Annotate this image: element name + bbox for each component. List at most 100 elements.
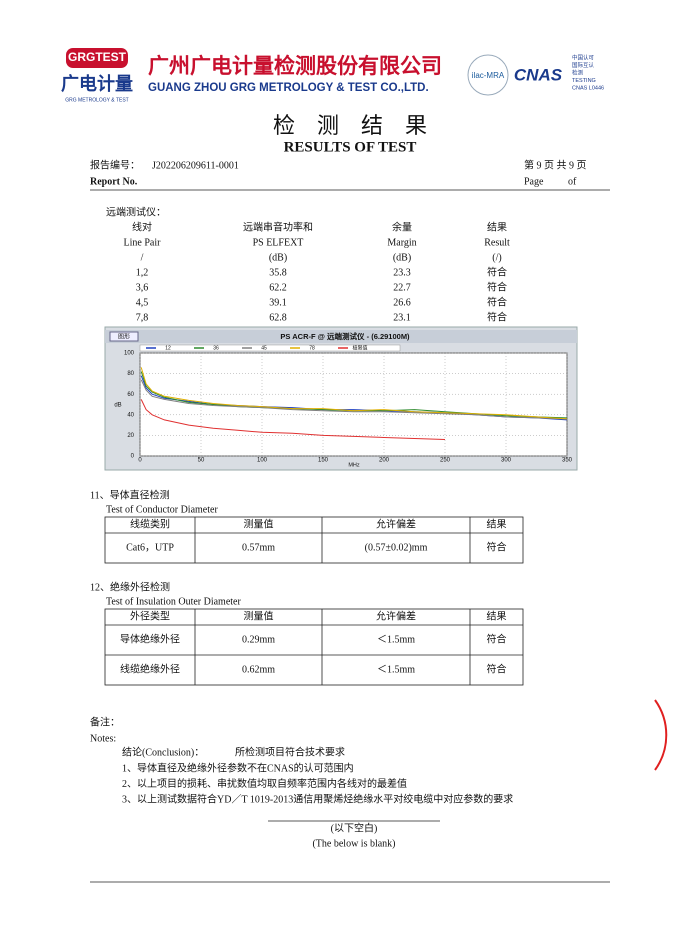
y-tick-label: 60 xyxy=(127,392,134,398)
y-tick-label: 100 xyxy=(124,351,135,357)
x-tick-label: 100 xyxy=(257,458,268,464)
x-tick-label: 250 xyxy=(440,458,451,464)
note-item: 1、导体直径及绝缘外径参数不在CNAS的认可范围内 xyxy=(122,761,354,774)
x-axis-label: MHz xyxy=(348,462,360,468)
col-header-en: Margin xyxy=(387,237,416,248)
col-header: 测量值 xyxy=(244,609,274,622)
title-cn: 检 测 结 果 xyxy=(273,114,427,139)
x-tick-label: 0 xyxy=(138,458,142,464)
col-header: 余量 xyxy=(392,220,412,233)
cell: 线缆绝缘外径 xyxy=(120,662,180,675)
cell: (0.57±0.02)mm xyxy=(365,542,428,553)
x-tick-label: 350 xyxy=(562,458,573,464)
table-border xyxy=(104,608,524,686)
cell: 35.8 xyxy=(269,267,287,278)
cell: 符合 xyxy=(487,280,507,293)
conclusion: 所检测项目符合技术要求 xyxy=(235,745,345,758)
col-header-en: Line Pair xyxy=(124,237,162,248)
col-header-en: Result xyxy=(484,237,510,248)
cell: 符合 xyxy=(487,632,507,645)
x-tick-label: 200 xyxy=(379,458,390,464)
cell: 0.57mm xyxy=(242,542,275,553)
report-no-label-en: Report No. xyxy=(90,176,138,187)
cnas-line: 中国认可 xyxy=(572,53,595,61)
cnas-line: TESTING xyxy=(572,78,596,84)
section-label: 12、绝缘外径检测 xyxy=(90,580,170,593)
y-tick-label: 80 xyxy=(127,371,134,377)
cell: 7,8 xyxy=(136,312,149,323)
cell: Cat6，UTP xyxy=(126,542,174,553)
section-label-en: Test of Conductor Diameter xyxy=(106,504,218,515)
col-header: 允许偏差 xyxy=(376,517,416,530)
y-axis-label: dB xyxy=(114,403,121,409)
x-tick-label: 300 xyxy=(501,458,512,464)
cell: 导体绝缘外径 xyxy=(120,632,180,645)
section-label-en: Test of Insulation Outer Diameter xyxy=(106,596,241,607)
button-label: 图形 xyxy=(118,333,130,341)
logo-text: GRGTEST xyxy=(68,50,127,64)
note-item: 3、以上测试数据符合YD／T 1019-2013通信用聚烯烃绝缘水平对绞电缆中对… xyxy=(122,792,513,805)
cell: 符合 xyxy=(487,540,507,553)
col-header: 线缆类别 xyxy=(130,517,170,530)
col-header: 允许偏差 xyxy=(376,609,416,622)
cell: 26.6 xyxy=(393,297,411,308)
x-tick-label: 50 xyxy=(198,458,205,464)
cell: 符合 xyxy=(487,310,507,323)
legend-label: 45 xyxy=(261,345,267,351)
of-en: of xyxy=(568,176,577,187)
logo-box xyxy=(66,48,128,68)
series-line xyxy=(140,379,568,420)
col-header: 结果 xyxy=(487,517,507,530)
cell: 符合 xyxy=(487,295,507,308)
company-en: GUANG ZHOU GRG METROLOGY & TEST CO.,LTD. xyxy=(148,82,429,94)
page-en: Page xyxy=(524,176,544,187)
cnas-line: 检测 xyxy=(572,68,584,76)
table-border xyxy=(104,516,524,564)
report-no-label: 报告编号： xyxy=(90,158,140,171)
col-unit: (dB) xyxy=(393,252,411,263)
blank-cn: (以下空白) xyxy=(331,821,378,834)
cell: 4,5 xyxy=(136,297,149,308)
brand-en: GRG METROLOGY & TEST xyxy=(65,97,128,103)
company-cn: 广州广电计量检测股份有限公司 xyxy=(148,54,442,78)
cell: 23.3 xyxy=(393,267,411,278)
x-tick-label: 150 xyxy=(318,458,329,464)
chart-title: PS ACR-F @ 远端测试仪 - (6.29100M) xyxy=(280,331,410,341)
stamp xyxy=(654,699,668,771)
notes-label-en: Notes: xyxy=(90,733,116,744)
graph-button[interactable] xyxy=(109,331,139,342)
cnas-line: 国际互认 xyxy=(572,61,595,69)
cell: 1,2 xyxy=(136,267,149,278)
chart-titlebar xyxy=(105,330,577,343)
col-header: 测量值 xyxy=(244,517,274,530)
cell: 62.8 xyxy=(269,312,287,323)
legend-box xyxy=(139,344,401,352)
cell: 22.7 xyxy=(393,282,411,293)
col-unit: (/) xyxy=(492,252,501,263)
cell: 62.2 xyxy=(269,282,287,293)
cell: 3,6 xyxy=(136,282,149,293)
legend-label: 极限值 xyxy=(352,344,367,351)
col-header: 结果 xyxy=(487,220,507,233)
cell: 0.29mm xyxy=(242,634,275,645)
y-tick-label: 40 xyxy=(127,412,134,418)
col-header: 结果 xyxy=(487,609,507,622)
cell: 39.1 xyxy=(269,297,287,308)
cnas: CNAS xyxy=(514,65,563,84)
brand: 广电计量 xyxy=(61,73,133,95)
legend-label: 36 xyxy=(213,345,219,351)
cell: 0.62mm xyxy=(242,664,275,675)
title-en: RESULTS OF TEST xyxy=(284,139,417,155)
series-line xyxy=(140,367,568,420)
y-tick-label: 0 xyxy=(131,454,135,460)
notes-label: 备注： xyxy=(90,715,120,728)
col-header: 外径类型 xyxy=(130,609,170,622)
col-unit: (dB) xyxy=(269,252,287,263)
note-item: 2、以上项目的损耗、串扰数值均取自频率范围内各线对的最差值 xyxy=(122,777,407,790)
cnas-line: CNAS L0446 xyxy=(572,85,604,91)
series-line xyxy=(140,399,446,440)
col-header-en: PS ELFEXT xyxy=(253,237,304,248)
legend-label: 12 xyxy=(165,345,171,351)
cell: ＜1.5mm xyxy=(377,634,415,645)
